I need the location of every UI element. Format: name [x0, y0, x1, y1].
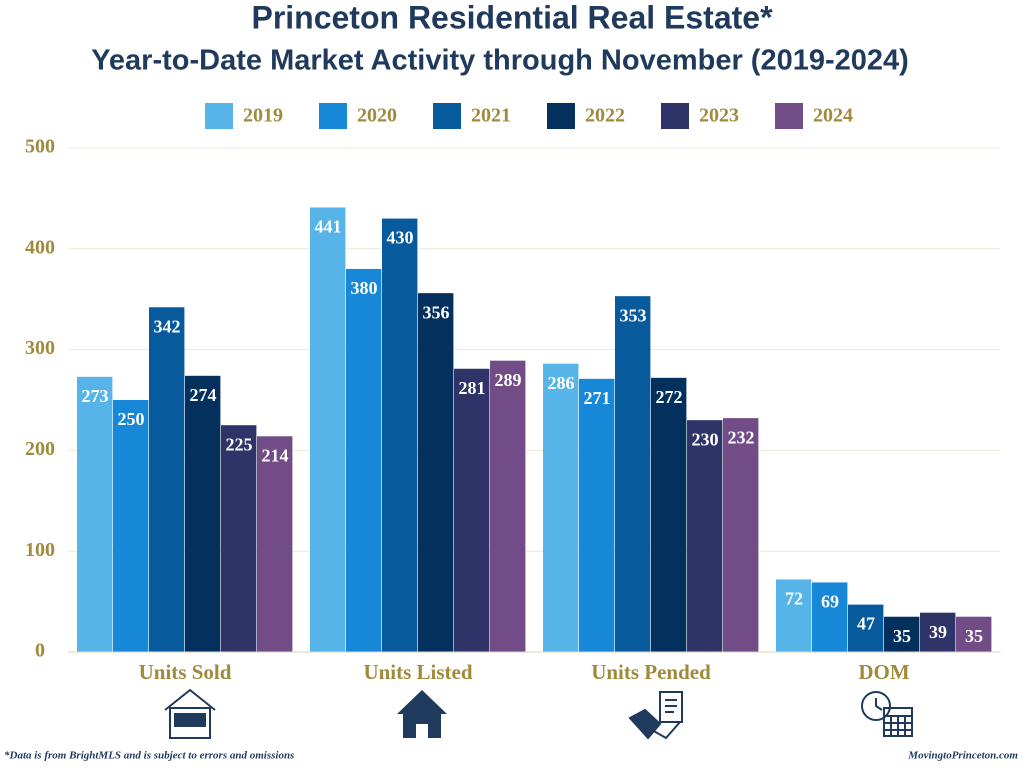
- data-label: 230: [692, 429, 719, 449]
- bar: [543, 363, 579, 652]
- data-label: 35: [965, 626, 983, 646]
- bar: [346, 268, 382, 652]
- y-tick-label: 200: [25, 438, 55, 460]
- data-label: 214: [262, 445, 289, 465]
- y-tick-label: 100: [25, 539, 55, 561]
- data-label: 273: [82, 386, 109, 406]
- source: MovingtoPrinceton.com: [907, 750, 1018, 762]
- legend-label: 2022: [585, 105, 625, 127]
- house-icon: [397, 690, 447, 738]
- bar: [382, 218, 418, 652]
- data-label: 353: [620, 305, 647, 325]
- bar: [257, 436, 293, 652]
- bar: [956, 616, 992, 652]
- bar: [920, 612, 956, 652]
- bar: [149, 307, 185, 652]
- contract-icon: [628, 691, 683, 740]
- y-tick-label: 400: [25, 236, 55, 258]
- bar: [723, 418, 759, 652]
- chart-subtitle: Year-to-Date Market Activity through Nov…: [91, 45, 909, 77]
- data-label: 356: [423, 302, 450, 322]
- legend-label: 2020: [357, 105, 397, 127]
- legend-swatch: [775, 103, 803, 129]
- bar: [884, 616, 920, 652]
- data-label: 430: [387, 228, 414, 248]
- data-label: 72: [785, 589, 803, 609]
- x-tick-label: Units Sold: [139, 660, 232, 684]
- sold-icon: [164, 688, 216, 739]
- bar: [310, 207, 346, 653]
- y-tick-label: 300: [25, 337, 55, 359]
- bar: [221, 425, 257, 652]
- bar: [77, 376, 113, 652]
- data-label: 225: [226, 434, 253, 454]
- data-label: 232: [728, 427, 755, 447]
- footnote: *Data is from BrightMLS and is subject t…: [4, 750, 294, 762]
- legend-label: 2023: [699, 105, 739, 127]
- y-tick-label: 0: [35, 640, 45, 662]
- bar: [651, 377, 687, 652]
- y-tick-label: 500: [25, 136, 55, 158]
- bar: [113, 400, 149, 652]
- bar: [687, 420, 723, 652]
- data-label: 441: [315, 217, 342, 237]
- x-tick-label: DOM: [858, 660, 910, 684]
- calendar-icon: [861, 691, 913, 737]
- legend-label: 2021: [471, 105, 511, 127]
- legend-swatch: [205, 103, 233, 129]
- bar: [490, 360, 526, 652]
- x-tick-label: Units Listed: [363, 660, 472, 684]
- legend-swatch: [547, 103, 575, 129]
- bar: [776, 579, 812, 652]
- data-label: 380: [351, 278, 378, 298]
- legend-swatch: [433, 103, 461, 129]
- bar: [848, 604, 884, 652]
- data-label: 250: [118, 409, 145, 429]
- bar: [812, 582, 848, 652]
- bar: [418, 293, 454, 652]
- legend-label: 2024: [813, 105, 853, 127]
- bar: [185, 375, 221, 652]
- legend-swatch: [319, 103, 347, 129]
- legend-label: 2019: [243, 105, 283, 127]
- legend-swatch: [661, 103, 689, 129]
- data-label: 47: [857, 614, 875, 634]
- data-label: 69: [821, 592, 839, 612]
- data-label: 281: [459, 378, 486, 398]
- data-label: 274: [190, 385, 217, 405]
- x-tick-label: Units Pended: [591, 660, 711, 684]
- data-label: 272: [656, 387, 683, 407]
- data-label: 286: [548, 373, 575, 393]
- data-label: 39: [929, 622, 947, 642]
- bar: [579, 378, 615, 652]
- bar: [454, 368, 490, 652]
- data-label: 271: [584, 388, 611, 408]
- bar: [615, 296, 651, 652]
- data-label: 289: [495, 370, 522, 390]
- data-label: 342: [154, 316, 181, 336]
- chart-title: Princeton Residential Real Estate*: [251, 0, 773, 35]
- data-label: 35: [893, 626, 911, 646]
